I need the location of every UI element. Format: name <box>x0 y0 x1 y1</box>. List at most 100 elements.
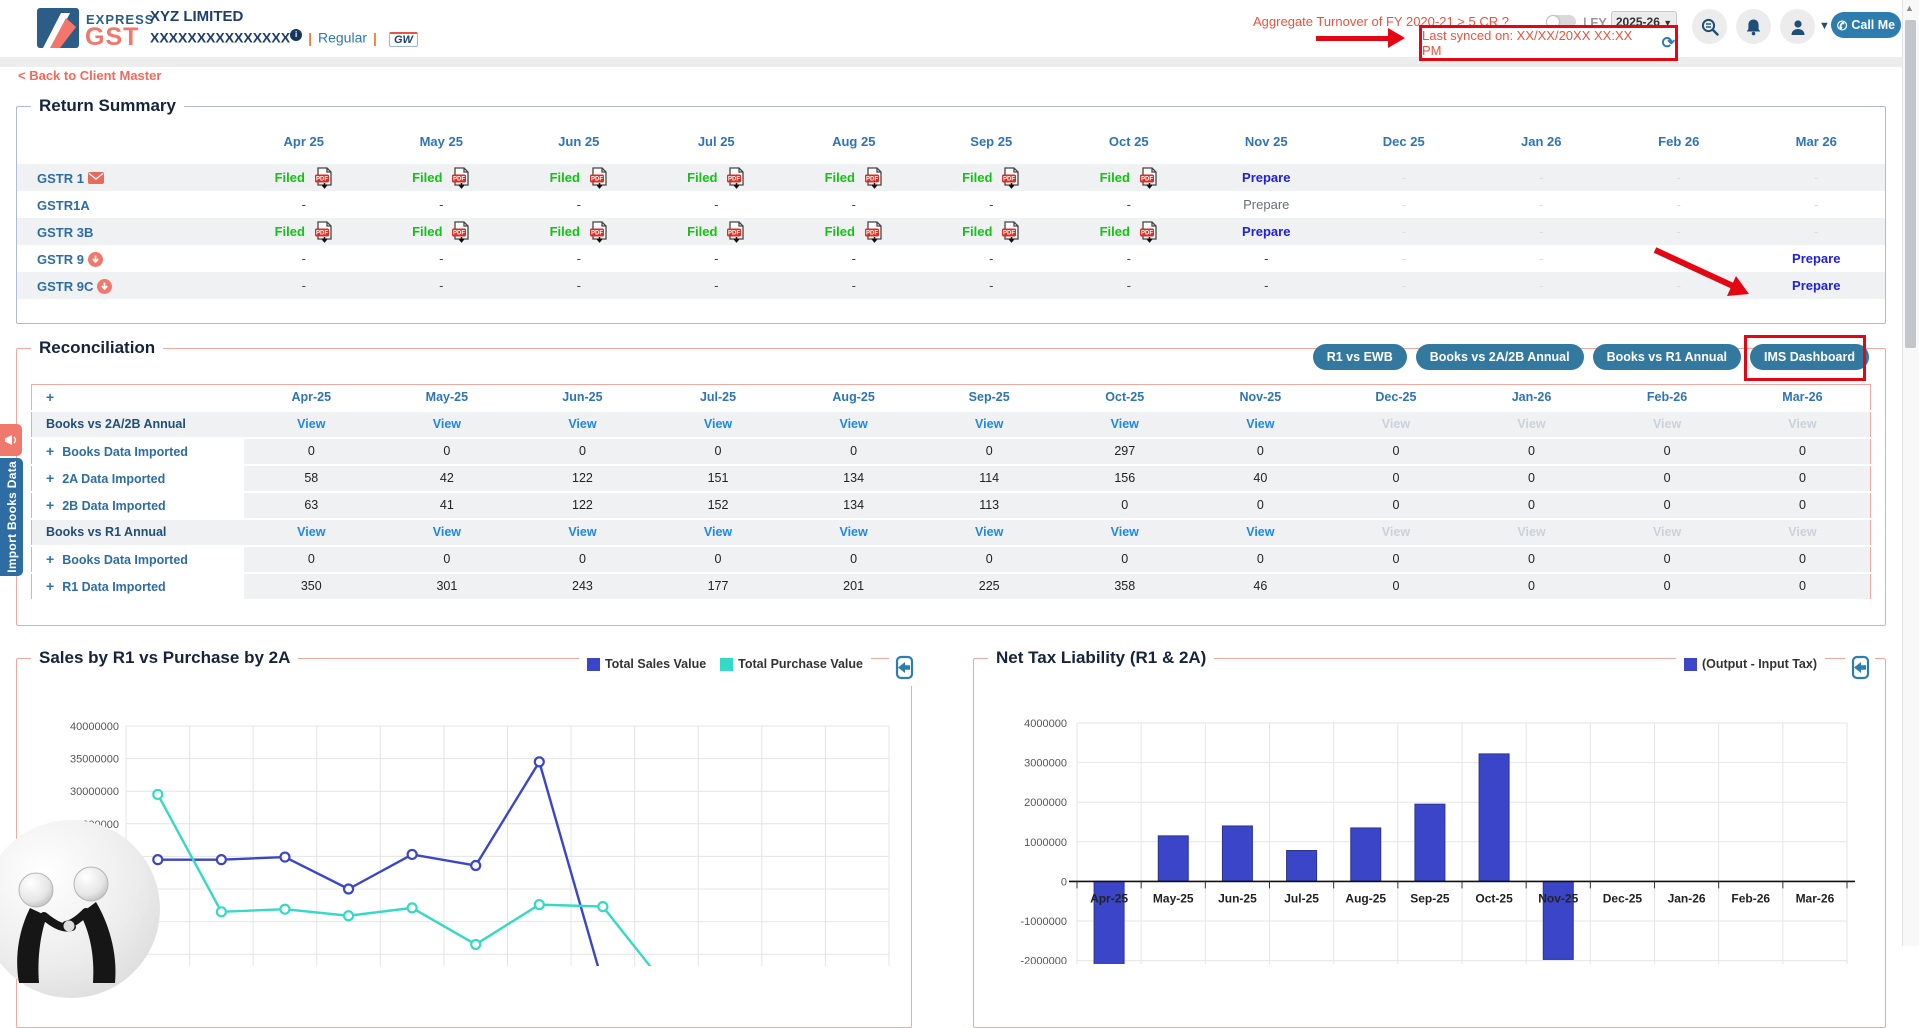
pdf-download-icon[interactable]: PDF <box>589 166 608 189</box>
svg-text:35000000: 35000000 <box>70 754 119 766</box>
view-link[interactable]: View <box>1246 417 1275 431</box>
pdf-download-icon[interactable]: PDF <box>451 220 470 243</box>
data-cell: 0 <box>1328 437 1464 466</box>
view-link[interactable]: View <box>568 417 597 431</box>
data-cell: 0 <box>1463 464 1600 493</box>
data-cell: 0 <box>785 545 922 574</box>
view-link[interactable]: View <box>1110 525 1139 539</box>
import-books-data-tab[interactable]: Import Books Data <box>0 458 23 576</box>
announcements-tab[interactable] <box>0 424 22 456</box>
recon-button-r1-vs-ewb[interactable]: R1 vs EWB <box>1312 344 1407 370</box>
pdf-download-icon[interactable]: PDF <box>314 166 333 189</box>
gstn-badge[interactable]: GW <box>388 31 418 47</box>
table-row: +2A Data Imported 58 42 122 151 134 114 156 40 0 0… <box>31 464 1871 493</box>
pdf-download-icon[interactable]: PDF <box>1139 166 1158 189</box>
view-link[interactable]: View <box>703 417 733 431</box>
expand-row-icon[interactable]: + <box>46 443 55 459</box>
pdf-download-icon[interactable]: PDF <box>864 166 883 189</box>
expand-row-icon[interactable]: + <box>46 470 55 486</box>
view-link[interactable]: View <box>975 417 1004 431</box>
pdf-download-icon[interactable]: PDF <box>726 220 745 243</box>
svg-text:PDF: PDF <box>453 230 465 236</box>
back-to-client-master-link[interactable]: < Back to Client Master <box>18 68 162 83</box>
prepare-link[interactable]: Prepare <box>1243 197 1290 212</box>
pdf-download-icon[interactable]: PDF <box>864 220 883 243</box>
data-cell: 0 <box>1734 464 1871 493</box>
data-cell: 0 <box>1463 545 1600 574</box>
month-header: Sep 25 <box>970 133 1013 149</box>
view-link[interactable]: View <box>975 525 1004 539</box>
user-menu-button[interactable] <box>1780 9 1815 44</box>
pdf-download-icon[interactable]: PDF <box>1001 166 1020 189</box>
download-circle-icon[interactable] <box>87 251 103 267</box>
refresh-icon[interactable]: ⟳ <box>1661 35 1675 52</box>
data-cell: 0 <box>1734 437 1871 466</box>
month-header: Oct-25 <box>1056 384 1193 412</box>
pdf-download-icon[interactable]: PDF <box>589 220 608 243</box>
return-type-link[interactable]: GSTR 3B <box>37 224 94 240</box>
data-cell: 0 <box>921 545 1057 574</box>
prepare-link[interactable]: Prepare <box>1242 224 1291 239</box>
filed-status: Filed <box>274 170 305 185</box>
prepare-link[interactable]: Prepare <box>1792 251 1841 266</box>
expand-row-icon[interactable]: + <box>46 497 55 513</box>
return-type-link[interactable]: GSTR 1 <box>37 170 84 186</box>
svg-text:PDF: PDF <box>1003 176 1015 182</box>
envelope-icon[interactable] <box>87 172 104 185</box>
search-icon <box>1701 18 1719 36</box>
download-circle-icon[interactable] <box>97 278 113 294</box>
prepare-link[interactable]: Prepare <box>1792 278 1841 293</box>
table-row: GSTR 9 -----------Prepare <box>37 251 1841 267</box>
search-button[interactable] <box>1692 9 1727 44</box>
view-link[interactable]: View <box>1246 525 1275 539</box>
view-link[interactable]: View <box>297 525 326 539</box>
table-row: +2B Data Imported 63 41 122 152 134 113 0 0 0 0 0 0 <box>31 491 1871 520</box>
recon-button-books-vs-r1-annual[interactable]: Books vs R1 Annual <box>1592 344 1741 370</box>
svg-text:PDF: PDF <box>453 176 465 182</box>
data-cell: 151 <box>650 464 786 493</box>
view-link[interactable]: View <box>839 417 868 431</box>
return-type-link[interactable]: GSTR 9C <box>37 278 94 294</box>
filed-status: Filed <box>687 170 718 185</box>
view-link[interactable]: View <box>703 525 733 539</box>
return-type-link[interactable]: GSTR 9 <box>37 251 84 267</box>
prepare-link[interactable]: Prepare <box>1242 170 1291 185</box>
view-link[interactable]: View <box>568 525 597 539</box>
view-link[interactable]: View <box>1110 417 1139 431</box>
svg-text:Feb-26: Feb-26 <box>1731 891 1770 905</box>
month-header: Mar 26 <box>1795 133 1837 149</box>
view-link[interactable]: View <box>839 525 868 539</box>
pdf-download-icon[interactable]: PDF <box>1139 220 1158 243</box>
user-caret-icon[interactable]: ▼ <box>1819 20 1830 32</box>
return-summary-table: Apr 25 May 25 Jun 25 Jul 25 Aug 25 Sep 25 Oct … <box>17 118 1885 299</box>
data-cell: 0 <box>1463 491 1600 520</box>
data-cell: 0 <box>1328 491 1464 520</box>
view-link[interactable]: View <box>432 525 461 539</box>
expand-row-icon[interactable]: + <box>46 578 55 594</box>
pdf-download-icon[interactable]: PDF <box>1001 220 1020 243</box>
month-header: Jun 25 <box>558 133 600 149</box>
view-link[interactable]: View <box>432 417 461 431</box>
recon-button-books-vs-2a-2b-annual[interactable]: Books vs 2A/2B Annual <box>1415 344 1584 370</box>
recon-button-ims-dashboard[interactable]: IMS Dashboard <box>1750 344 1869 370</box>
month-header: May 25 <box>419 133 463 149</box>
pdf-download-icon[interactable]: PDF <box>726 166 745 189</box>
month-header: Dec 25 <box>1382 133 1425 149</box>
info-icon[interactable]: i <box>290 29 303 41</box>
return-type-link[interactable]: GSTR1A <box>37 197 90 213</box>
view-link[interactable]: View <box>297 417 326 431</box>
expand-row-icon[interactable]: + <box>46 551 55 567</box>
notifications-button[interactable] <box>1736 9 1771 44</box>
expand-all-icon[interactable]: + <box>46 389 55 406</box>
call-me-button[interactable]: ✆ Call Me <box>1831 12 1901 38</box>
data-cell: 0 <box>1192 545 1329 574</box>
svg-text:PDF: PDF <box>1141 176 1153 182</box>
export-icon[interactable] <box>1845 655 1875 686</box>
pdf-download-icon[interactable]: PDF <box>451 166 470 189</box>
table-row: GSTR 9C - - - - - - - - - - - Prepare <box>17 272 1885 299</box>
pdf-download-icon[interactable]: PDF <box>314 220 333 243</box>
scrollbar-thumb[interactable] <box>1905 20 1916 348</box>
export-icon[interactable] <box>889 655 919 686</box>
scrollbar-up-arrow[interactable]: ▲ <box>1905 3 1914 13</box>
purchase-legend-swatch <box>720 657 734 671</box>
